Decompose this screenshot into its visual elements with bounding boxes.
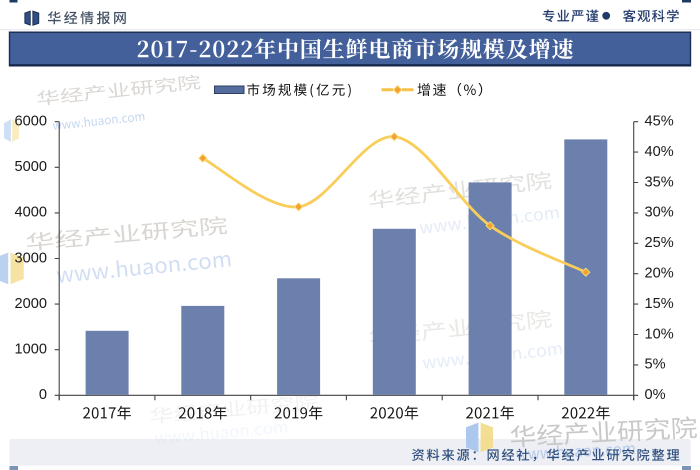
svg-text:5%: 5% [645, 357, 666, 373]
svg-text:10%: 10% [645, 326, 674, 342]
svg-text:5000: 5000 [15, 159, 47, 175]
svg-text:25%: 25% [645, 235, 674, 251]
svg-text:0%: 0% [645, 387, 666, 403]
svg-text:30%: 30% [645, 205, 674, 221]
svg-text:20%: 20% [645, 266, 674, 282]
svg-text:45%: 45% [645, 114, 674, 130]
svg-text:2000: 2000 [15, 296, 47, 312]
svg-text:0: 0 [39, 387, 47, 403]
svg-text:6000: 6000 [15, 114, 47, 130]
svg-text:4000: 4000 [15, 205, 47, 221]
svg-text:1000: 1000 [15, 342, 47, 358]
svg-text:15%: 15% [645, 296, 674, 312]
svg-text:3000: 3000 [15, 250, 47, 266]
svg-text:40%: 40% [645, 144, 674, 160]
svg-text:35%: 35% [645, 174, 674, 190]
